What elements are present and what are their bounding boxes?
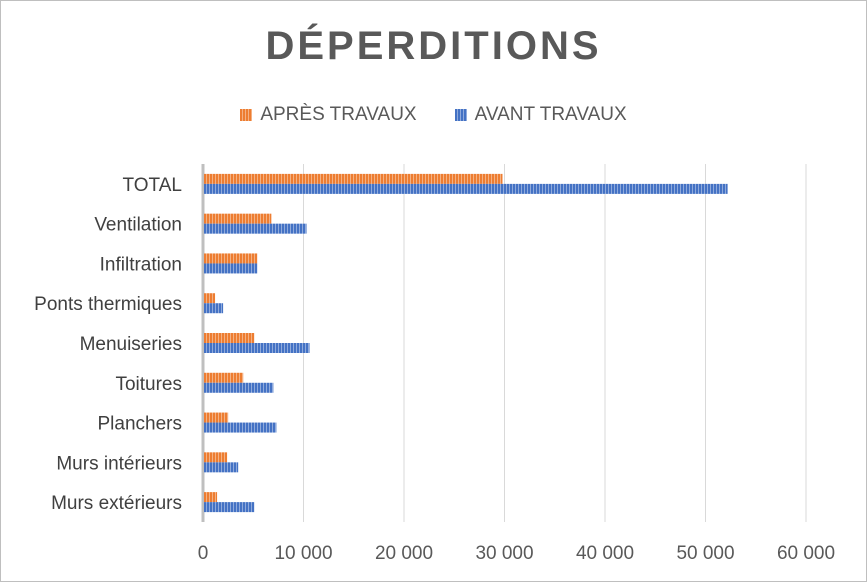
bar-apres-travaux [204, 213, 272, 224]
category-label: Murs intérieurs [56, 453, 182, 474]
bar-avant-travaux [204, 183, 728, 194]
bar-avant-travaux [204, 303, 224, 314]
category-label: Ventilation [94, 215, 182, 236]
x-tick-label: 10 000 [274, 543, 332, 564]
bar-avant-travaux [204, 422, 277, 433]
legend-label-avant: AVANT TRAVAUX [474, 104, 627, 125]
x-tick-label: 30 000 [475, 543, 533, 564]
bar-avant-travaux [204, 502, 255, 513]
legend-swatch-avant [454, 109, 467, 121]
x-tick-label: 40 000 [576, 543, 634, 564]
category-label: TOTAL [123, 175, 182, 196]
bar-apres-travaux [204, 492, 218, 503]
bar-apres-travaux [204, 412, 229, 423]
legend-item-apres: APRÈS TRAVAUX [240, 104, 417, 126]
legend-item-avant: AVANT TRAVAUX [454, 104, 627, 126]
x-tick-label: 60 000 [777, 543, 835, 564]
legend: APRÈS TRAVAUX AVANT TRAVAUX [0, 104, 867, 126]
bar-avant-travaux [204, 382, 274, 393]
bar-avant-travaux [204, 263, 258, 274]
x-tick-label: 20 000 [375, 543, 433, 564]
category-label: Infiltration [100, 254, 182, 275]
bar-apres-travaux [204, 253, 258, 264]
legend-label-apres: APRÈS TRAVAUX [260, 104, 417, 125]
category-label: Toitures [115, 374, 182, 395]
category-label: Ponts thermiques [34, 294, 182, 315]
category-label: Murs extérieurs [51, 493, 182, 514]
bar-apres-travaux [204, 452, 228, 463]
bar-apres-travaux [204, 333, 255, 343]
chart-title: DÉPERDITIONS [265, 24, 602, 68]
legend-swatch-apres [240, 109, 253, 121]
bar-avant-travaux [204, 223, 307, 234]
bar-apres-travaux [204, 372, 244, 383]
bar-avant-travaux [204, 462, 239, 473]
bar-apres-travaux [204, 293, 216, 304]
x-tick-label: 50 000 [676, 543, 734, 564]
bar-apres-travaux [204, 173, 503, 184]
x-tick-label: 0 [198, 543, 209, 564]
bar-avant-travaux [204, 343, 310, 353]
category-label: Menuiseries [80, 334, 182, 355]
category-label: Planchers [98, 414, 183, 435]
